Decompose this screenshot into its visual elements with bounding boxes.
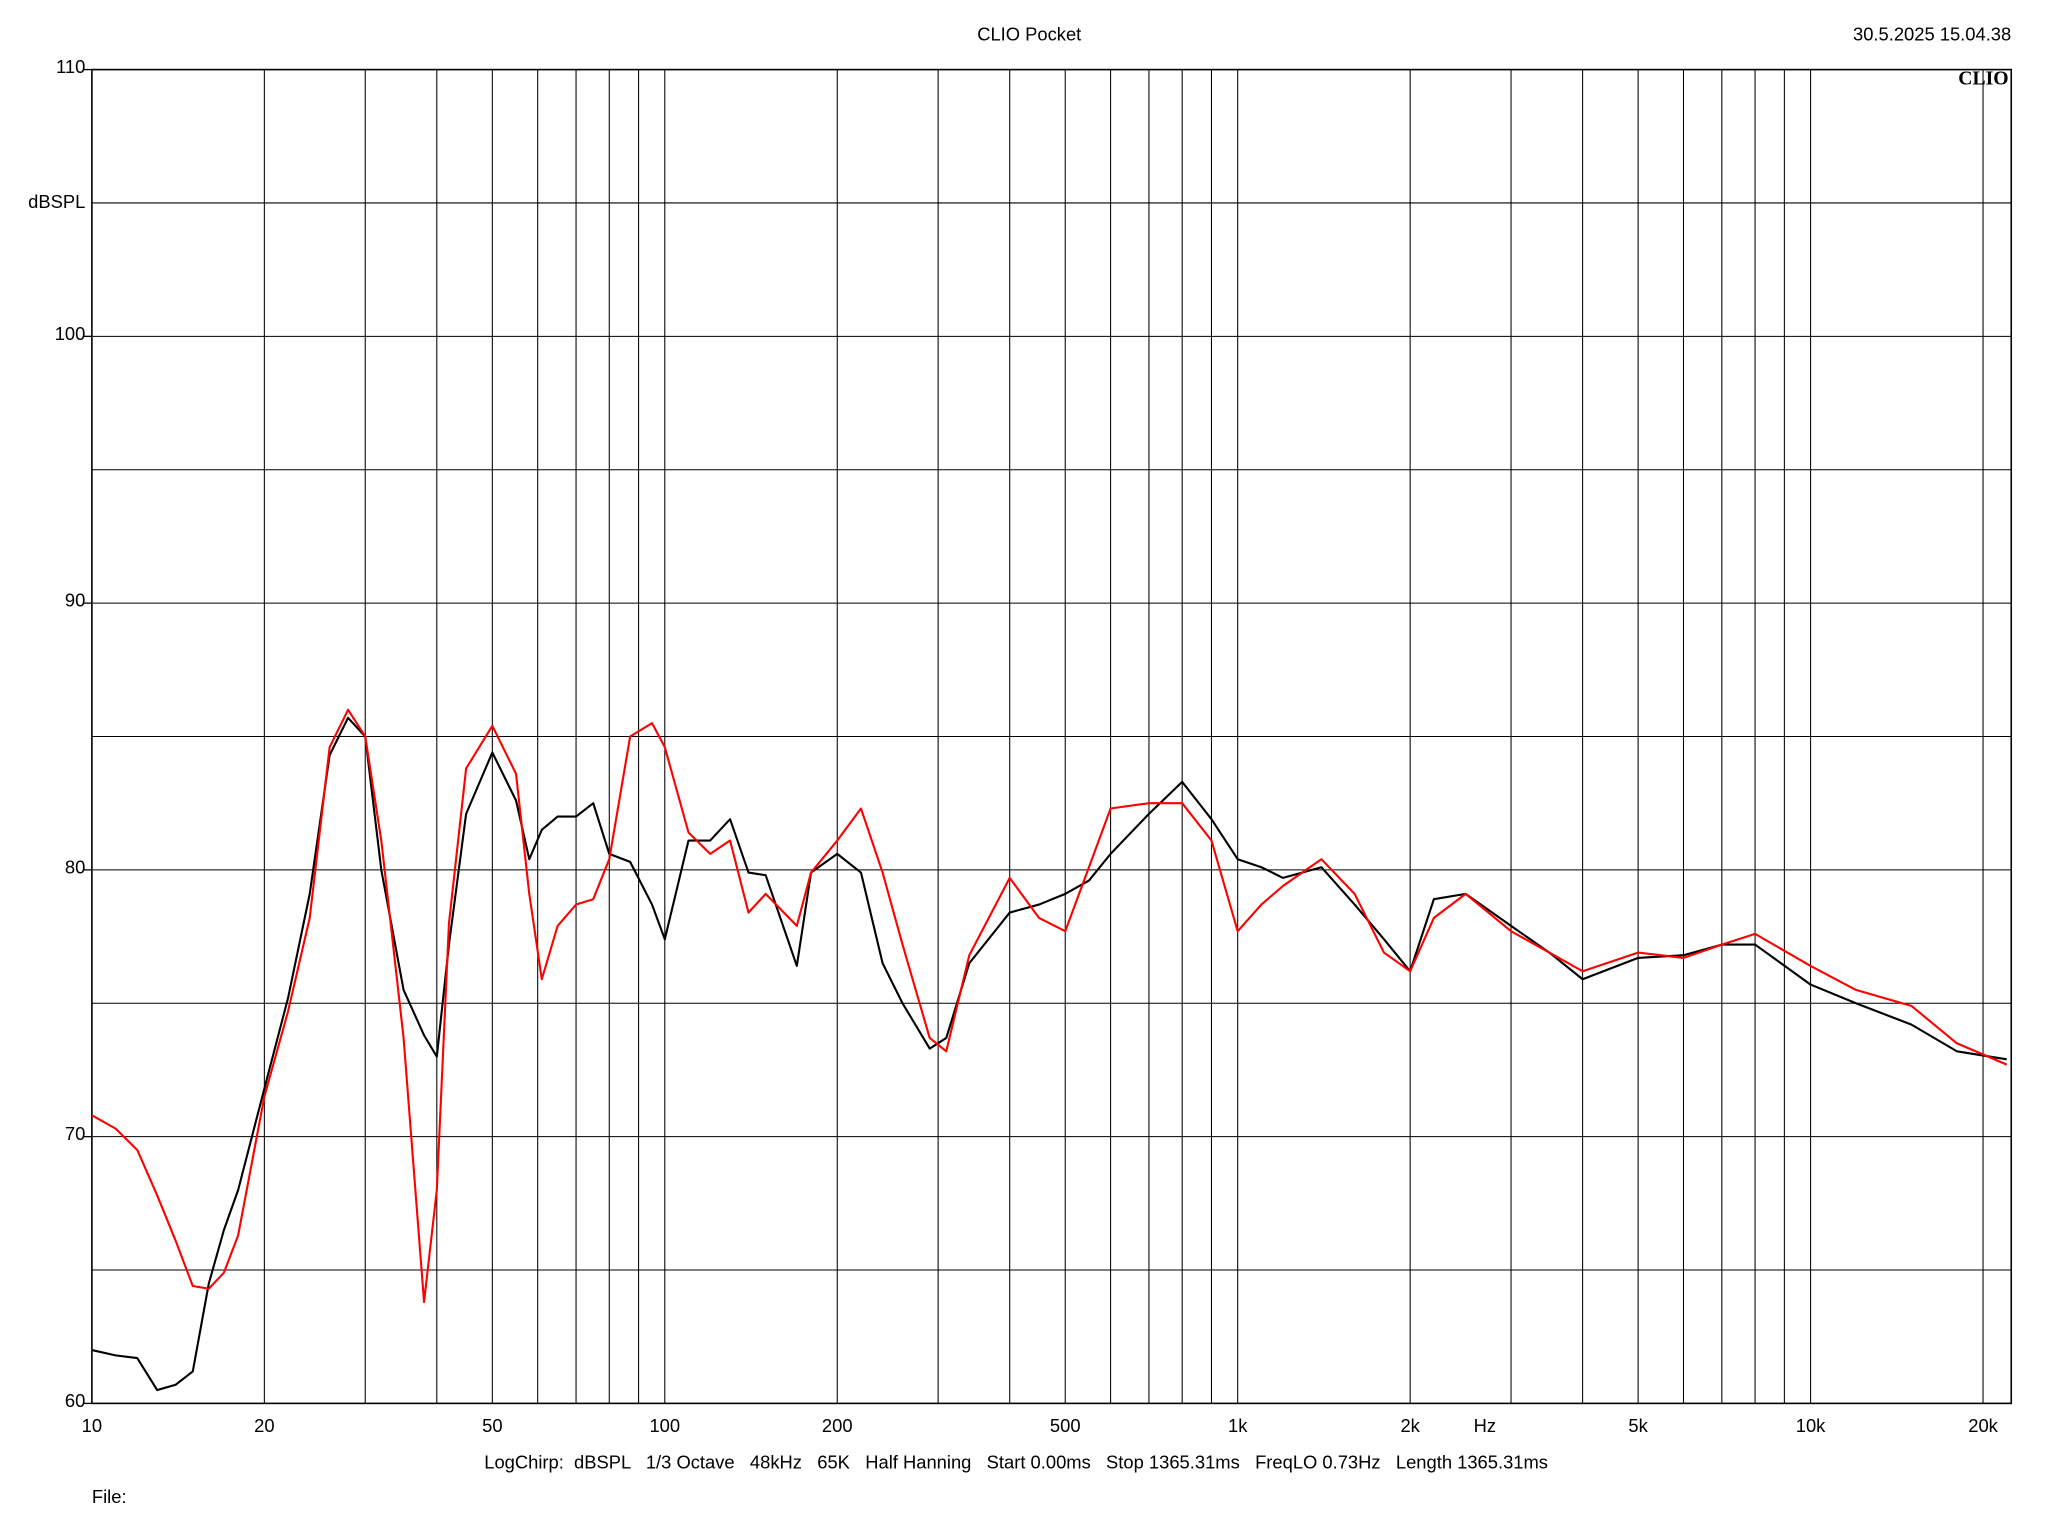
x-tick-label: 10k [1796, 1415, 1826, 1436]
file-label: File: [92, 1486, 127, 1507]
y-tick-label: 100 [55, 323, 86, 344]
y-tick-label: 70 [65, 1123, 85, 1144]
x-tick-label: 50 [482, 1415, 502, 1436]
x-tick-label: 100 [649, 1415, 680, 1436]
x-tick-label: 500 [1050, 1415, 1081, 1436]
y-tick-label: 110 [56, 56, 85, 77]
y-axis-label: dBSPL [28, 191, 85, 212]
timestamp: 30.5.2025 15.04.38 [1853, 23, 2011, 44]
chart-title: CLIO Pocket [977, 23, 1081, 44]
x-tick-label: 20k [1968, 1415, 1998, 1436]
y-tick-label: 80 [65, 856, 85, 877]
x-tick-label: 20 [254, 1415, 274, 1436]
x-tick-label: 2k [1400, 1415, 1420, 1436]
y-tick-label: 90 [65, 590, 85, 611]
plot-frame [91, 68, 2013, 1405]
x-tick-label: 1k [1228, 1415, 1248, 1436]
x-axis-unit: Hz [1474, 1415, 1496, 1436]
x-tick-label: 200 [822, 1415, 853, 1436]
series-line [91, 716, 2007, 1392]
x-tick-label: 5k [1628, 1415, 1648, 1436]
series-line [91, 708, 2008, 1304]
x-tick-label: 10 [82, 1415, 102, 1436]
footer-settings: LogChirp: dBSPL 1/3 Octave 48kHz 65K Hal… [484, 1452, 1548, 1473]
y-tick-label: 60 [65, 1390, 85, 1411]
